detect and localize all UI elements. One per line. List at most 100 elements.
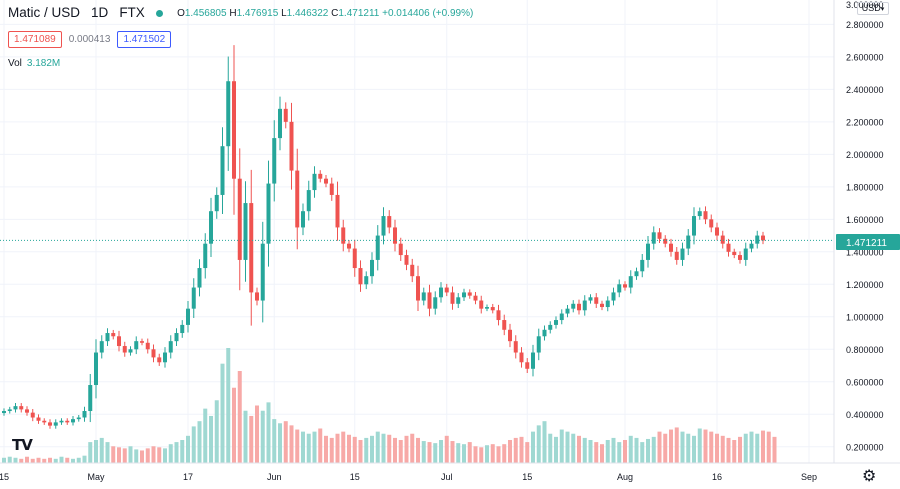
volume-bar — [249, 415, 254, 463]
volume-bar — [485, 445, 489, 463]
volume-bar — [582, 437, 587, 463]
candle — [686, 229, 691, 256]
volume-bar — [335, 433, 340, 463]
volume-bar — [266, 402, 271, 463]
candle-body — [651, 232, 656, 244]
candle — [232, 45, 236, 215]
candle — [680, 242, 685, 266]
candle — [554, 316, 558, 329]
candle — [669, 238, 673, 257]
high-value: 1.476915 — [236, 8, 279, 19]
candle-body — [582, 300, 587, 311]
volume-bar — [738, 436, 742, 463]
candle-body — [25, 409, 29, 413]
candle-body — [467, 292, 472, 296]
candle — [628, 270, 633, 294]
candle — [381, 207, 386, 245]
candle — [272, 120, 277, 202]
volume-bar — [174, 442, 179, 463]
candle — [646, 236, 650, 268]
candle — [594, 293, 599, 309]
candle — [174, 328, 179, 346]
candle-body — [640, 259, 645, 272]
candle-body — [485, 307, 489, 309]
candle — [117, 330, 121, 352]
x-tick-label: Aug — [617, 472, 633, 482]
candle — [433, 291, 438, 315]
volume-bar — [347, 434, 351, 463]
candle — [48, 419, 52, 429]
volume-bar — [306, 433, 311, 463]
candle-body — [364, 276, 369, 285]
volume-bar — [393, 437, 397, 463]
close-key: C — [331, 8, 339, 19]
candle — [439, 282, 443, 303]
volume-legend: Vol 3.182M — [8, 58, 60, 69]
volume-bar — [25, 456, 29, 463]
volume-bar — [140, 450, 144, 463]
volume-bar — [490, 444, 495, 463]
y-tick-label: 2.800000 — [846, 20, 884, 30]
candle-body — [88, 385, 93, 412]
candle — [456, 293, 461, 309]
gear-icon[interactable]: ⚙ — [862, 466, 877, 485]
volume-bar — [13, 457, 18, 463]
candle — [479, 295, 484, 314]
volume-bar — [283, 421, 288, 463]
candle — [565, 305, 570, 318]
candle-body — [554, 320, 558, 325]
candle — [536, 328, 541, 361]
candle-body — [456, 297, 461, 304]
candle — [640, 254, 645, 278]
y-tick-label: 1.000000 — [846, 312, 884, 322]
candle — [473, 292, 478, 305]
candle-body — [232, 81, 236, 179]
candle — [128, 346, 133, 356]
symbol-name[interactable]: Matic / USD — [8, 5, 81, 20]
candle-body — [341, 227, 346, 244]
candle — [249, 169, 254, 326]
candle-body — [508, 329, 512, 342]
candle-body — [410, 264, 415, 277]
candle — [623, 281, 627, 291]
y-tick-label: 1.800000 — [846, 182, 884, 192]
volume-bar — [186, 435, 190, 463]
candle-body — [743, 248, 748, 260]
tradingview-logo[interactable]: TV — [12, 436, 33, 454]
candle — [105, 328, 110, 346]
volume-bar — [496, 446, 501, 463]
candle — [243, 181, 248, 282]
volume-value: 3.182M — [26, 58, 61, 69]
candle — [611, 287, 616, 306]
volume-bar — [588, 440, 593, 463]
time-axis-background — [0, 463, 900, 489]
bid-price[interactable]: 1.471089 — [8, 31, 62, 48]
high-key: H — [229, 8, 237, 19]
candle-body — [444, 287, 449, 293]
volume-key: Vol — [8, 58, 22, 69]
volume-bar — [686, 433, 691, 463]
candle-body — [525, 362, 530, 369]
volume-bar — [410, 433, 415, 463]
candle — [59, 418, 64, 425]
candle — [163, 347, 167, 368]
volume-bar — [617, 442, 622, 463]
volume-bar — [59, 456, 64, 463]
candle-body — [674, 251, 679, 260]
volume-bar — [669, 429, 673, 463]
x-tick-label: 16 — [712, 472, 722, 482]
volume-bar — [640, 442, 645, 463]
volume-bar — [48, 457, 52, 463]
volume-bar — [715, 433, 719, 463]
candle — [715, 222, 719, 241]
volume-bar — [548, 433, 553, 463]
volume-bar — [755, 433, 760, 463]
interval-label[interactable]: 1D — [91, 5, 109, 20]
candle-body — [462, 292, 466, 298]
volume-bar — [720, 435, 725, 463]
currency-label: USD — [861, 3, 881, 13]
currency-unit-selector[interactable]: USD▾ — [857, 2, 889, 15]
ask-price[interactable]: 1.471502 — [117, 31, 172, 48]
candle-body — [358, 268, 363, 285]
